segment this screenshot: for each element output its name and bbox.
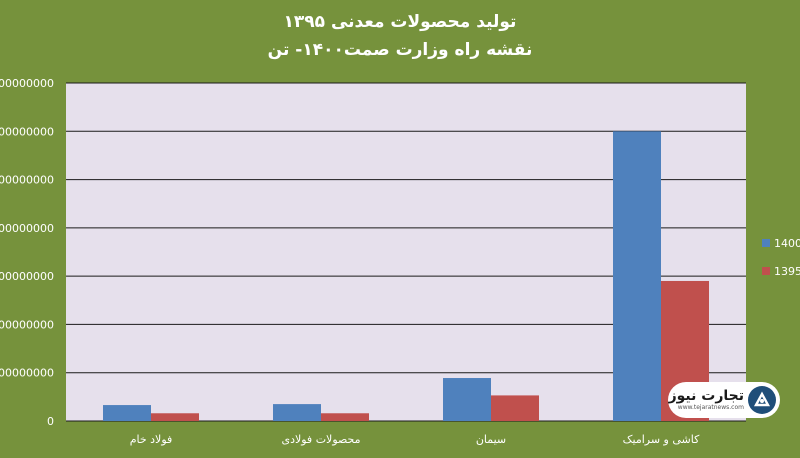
bar xyxy=(443,378,491,421)
y-tick-label: 600000000 xyxy=(0,125,54,138)
legend-swatch xyxy=(762,239,770,247)
chart-subtitle: نقشه راه وزارت صمت۱۴۰۰- تن xyxy=(267,40,533,60)
x-tick-label: فولاد خام xyxy=(130,433,173,446)
legend-label: 1395 xyxy=(774,265,800,278)
y-tick-label: 100000000 xyxy=(0,367,54,380)
y-tick-label: 300000000 xyxy=(0,270,54,283)
watermark-url: www.tejaratnews.com xyxy=(677,404,744,411)
y-tick-label: 400000000 xyxy=(0,222,54,235)
y-tick-label: 0 xyxy=(47,415,54,428)
x-tick-label: محصولات فولادی xyxy=(281,433,360,446)
watermark-name: تجارت نیوز xyxy=(668,388,744,404)
legend-swatch xyxy=(762,267,770,275)
watermark-logo: تجارت نیوز www.tejaratnews.com xyxy=(668,382,780,418)
bar xyxy=(103,405,151,421)
chart-title: تولید محصولات معدنی ۱۳۹۵ xyxy=(283,12,517,32)
bar xyxy=(613,131,661,422)
logo-icon xyxy=(748,386,776,414)
x-tick-label: سیمان xyxy=(476,433,506,446)
bar xyxy=(321,413,369,421)
bar xyxy=(273,404,321,421)
bar xyxy=(151,413,199,421)
y-tick-label: 500000000 xyxy=(0,174,54,187)
y-tick-label: 200000000 xyxy=(0,318,54,331)
bar xyxy=(491,395,539,421)
x-tick-label: کاشی و سرامیک xyxy=(623,433,700,446)
legend-label: 1400 xyxy=(774,237,800,250)
y-tick-label: 700000000 xyxy=(0,77,54,90)
